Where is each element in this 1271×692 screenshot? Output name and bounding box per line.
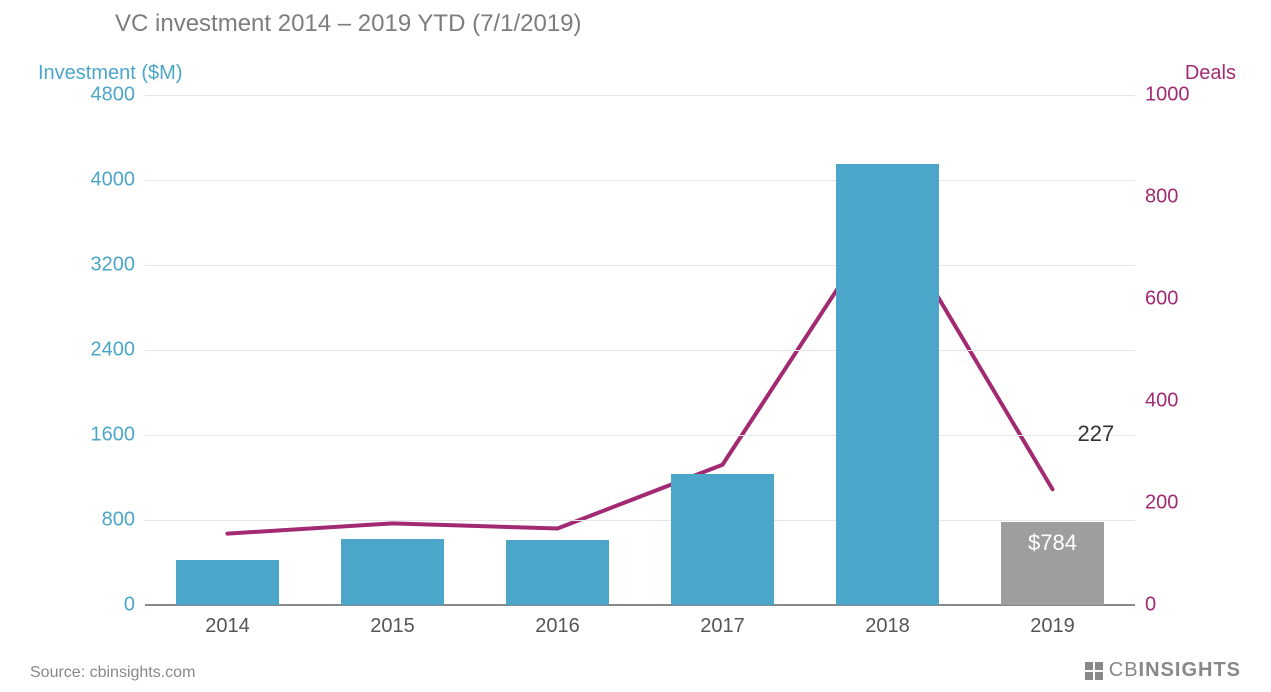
y-left-tick: 1600 bbox=[35, 424, 135, 447]
gridline bbox=[145, 350, 1135, 351]
x-tick-2015: 2015 bbox=[370, 615, 415, 638]
logo-squares-icon bbox=[1085, 662, 1103, 680]
source-attribution: Source: cbinsights.com bbox=[30, 664, 195, 682]
y-right-tick: 400 bbox=[1145, 390, 1245, 413]
bar-value-label-2019: $784 bbox=[1028, 530, 1077, 556]
bar-2016 bbox=[506, 540, 608, 605]
gridline bbox=[145, 265, 1135, 266]
x-tick-2019: 2019 bbox=[1030, 615, 1075, 638]
x-tick-2017: 2017 bbox=[700, 615, 745, 638]
y-right-tick: 200 bbox=[1145, 492, 1245, 515]
y-right-tick: 1000 bbox=[1145, 84, 1245, 107]
y-left-tick: 3200 bbox=[35, 254, 135, 277]
y-right-tick: 800 bbox=[1145, 186, 1245, 209]
y-right-tick: 600 bbox=[1145, 288, 1245, 311]
y-left-tick: 0 bbox=[35, 594, 135, 617]
bar-2018 bbox=[836, 164, 938, 605]
y-right-axis-label: Deals bbox=[1185, 62, 1236, 85]
bar-2015 bbox=[341, 539, 443, 605]
chart-title: VC investment 2014 – 2019 YTD (7/1/2019) bbox=[115, 10, 582, 38]
gridline bbox=[145, 95, 1135, 96]
cbinsights-logo: CBINSIGHTS bbox=[1085, 659, 1241, 682]
gridline bbox=[145, 180, 1135, 181]
gridline bbox=[145, 520, 1135, 521]
x-axis-baseline bbox=[145, 604, 1135, 606]
y-left-tick: 800 bbox=[35, 509, 135, 532]
chart-plot-area: 0800160024003200400048000200400600800100… bbox=[145, 95, 1135, 605]
y-right-tick: 0 bbox=[1145, 594, 1245, 617]
x-tick-2018: 2018 bbox=[865, 615, 910, 638]
bar-2017 bbox=[671, 474, 773, 605]
y-left-tick: 4800 bbox=[35, 84, 135, 107]
gridline bbox=[145, 435, 1135, 436]
x-tick-2014: 2014 bbox=[205, 615, 250, 638]
bar-2014 bbox=[176, 560, 278, 605]
y-left-axis-label: Investment ($M) bbox=[38, 62, 182, 85]
line-point-label-2019: 227 bbox=[1078, 421, 1115, 447]
y-left-tick: 4000 bbox=[35, 169, 135, 192]
y-left-tick: 2400 bbox=[35, 339, 135, 362]
x-tick-2016: 2016 bbox=[535, 615, 580, 638]
